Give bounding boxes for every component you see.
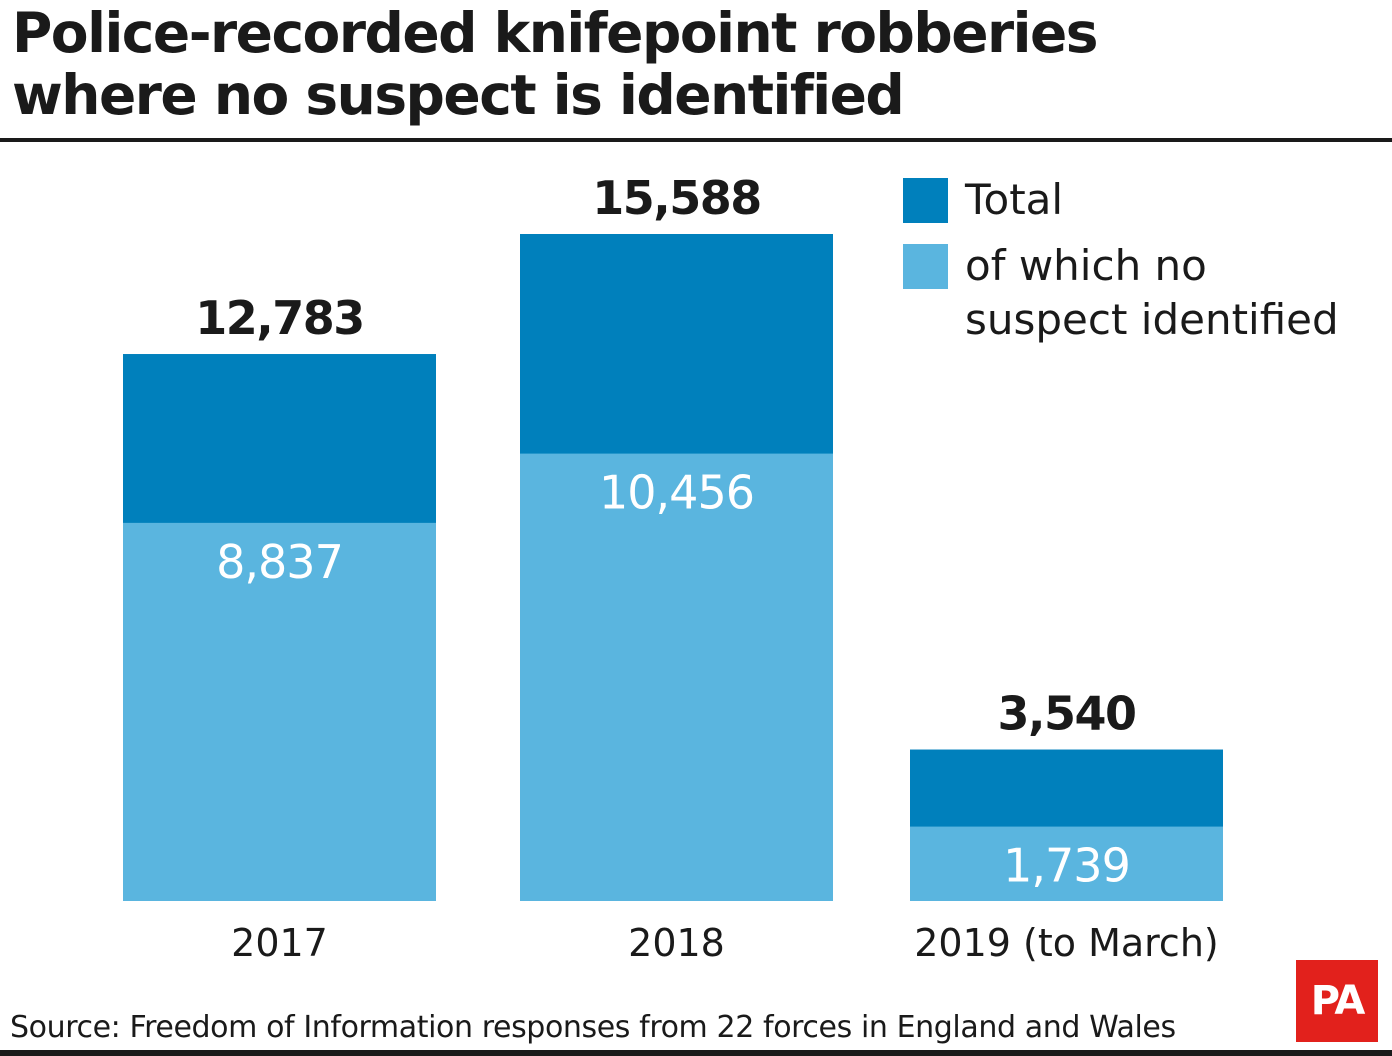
legend-label-no-suspect-line-1: of which no	[965, 241, 1207, 290]
legend-swatch-total	[903, 178, 948, 223]
legend-label-total: Total	[965, 175, 1064, 224]
source-note: Source: Freedom of Information responses…	[10, 1010, 1176, 1045]
legend-swatch-no-suspect	[903, 244, 948, 289]
data-label-total-cat-1: 15,588	[592, 171, 761, 225]
legend-label-no-suspect: of which no suspect identified	[965, 239, 1385, 347]
data-label-no-suspect-cat-0: 8,837	[216, 535, 343, 589]
chart-title-line-1: Police-recorded knifepoint robberies	[12, 1, 1099, 65]
chart-title: Police-recorded knifepoint robberies whe…	[12, 2, 1372, 126]
bottom-rule	[0, 1050, 1392, 1056]
bar-no-suspect-cat-0	[123, 522, 436, 901]
category-label-cat-1: 2018	[628, 921, 725, 965]
bar-no-suspect-cat-2	[910, 826, 1223, 901]
data-label-total-cat-0: 12,783	[195, 291, 364, 345]
chart-title-line-2: where no suspect is identified	[12, 63, 905, 127]
data-label-total-cat-2: 3,540	[997, 687, 1135, 741]
category-label-cat-2: 2019 (to March)	[914, 921, 1219, 965]
category-label-cat-0: 2017	[231, 921, 328, 965]
title-divider	[0, 138, 1392, 142]
bar-no-suspect-cat-1	[520, 453, 833, 901]
bar-chart: 12,783 8,837 2017 15,588 10,456 2018 3,540 1,73…	[123, 171, 1223, 965]
data-label-no-suspect-cat-2: 1,739	[1003, 839, 1130, 893]
legend-label-no-suspect-line-2: suspect identified	[965, 295, 1339, 344]
pa-logo: PA	[1296, 960, 1378, 1042]
data-label-no-suspect-cat-1: 10,456	[599, 466, 754, 520]
